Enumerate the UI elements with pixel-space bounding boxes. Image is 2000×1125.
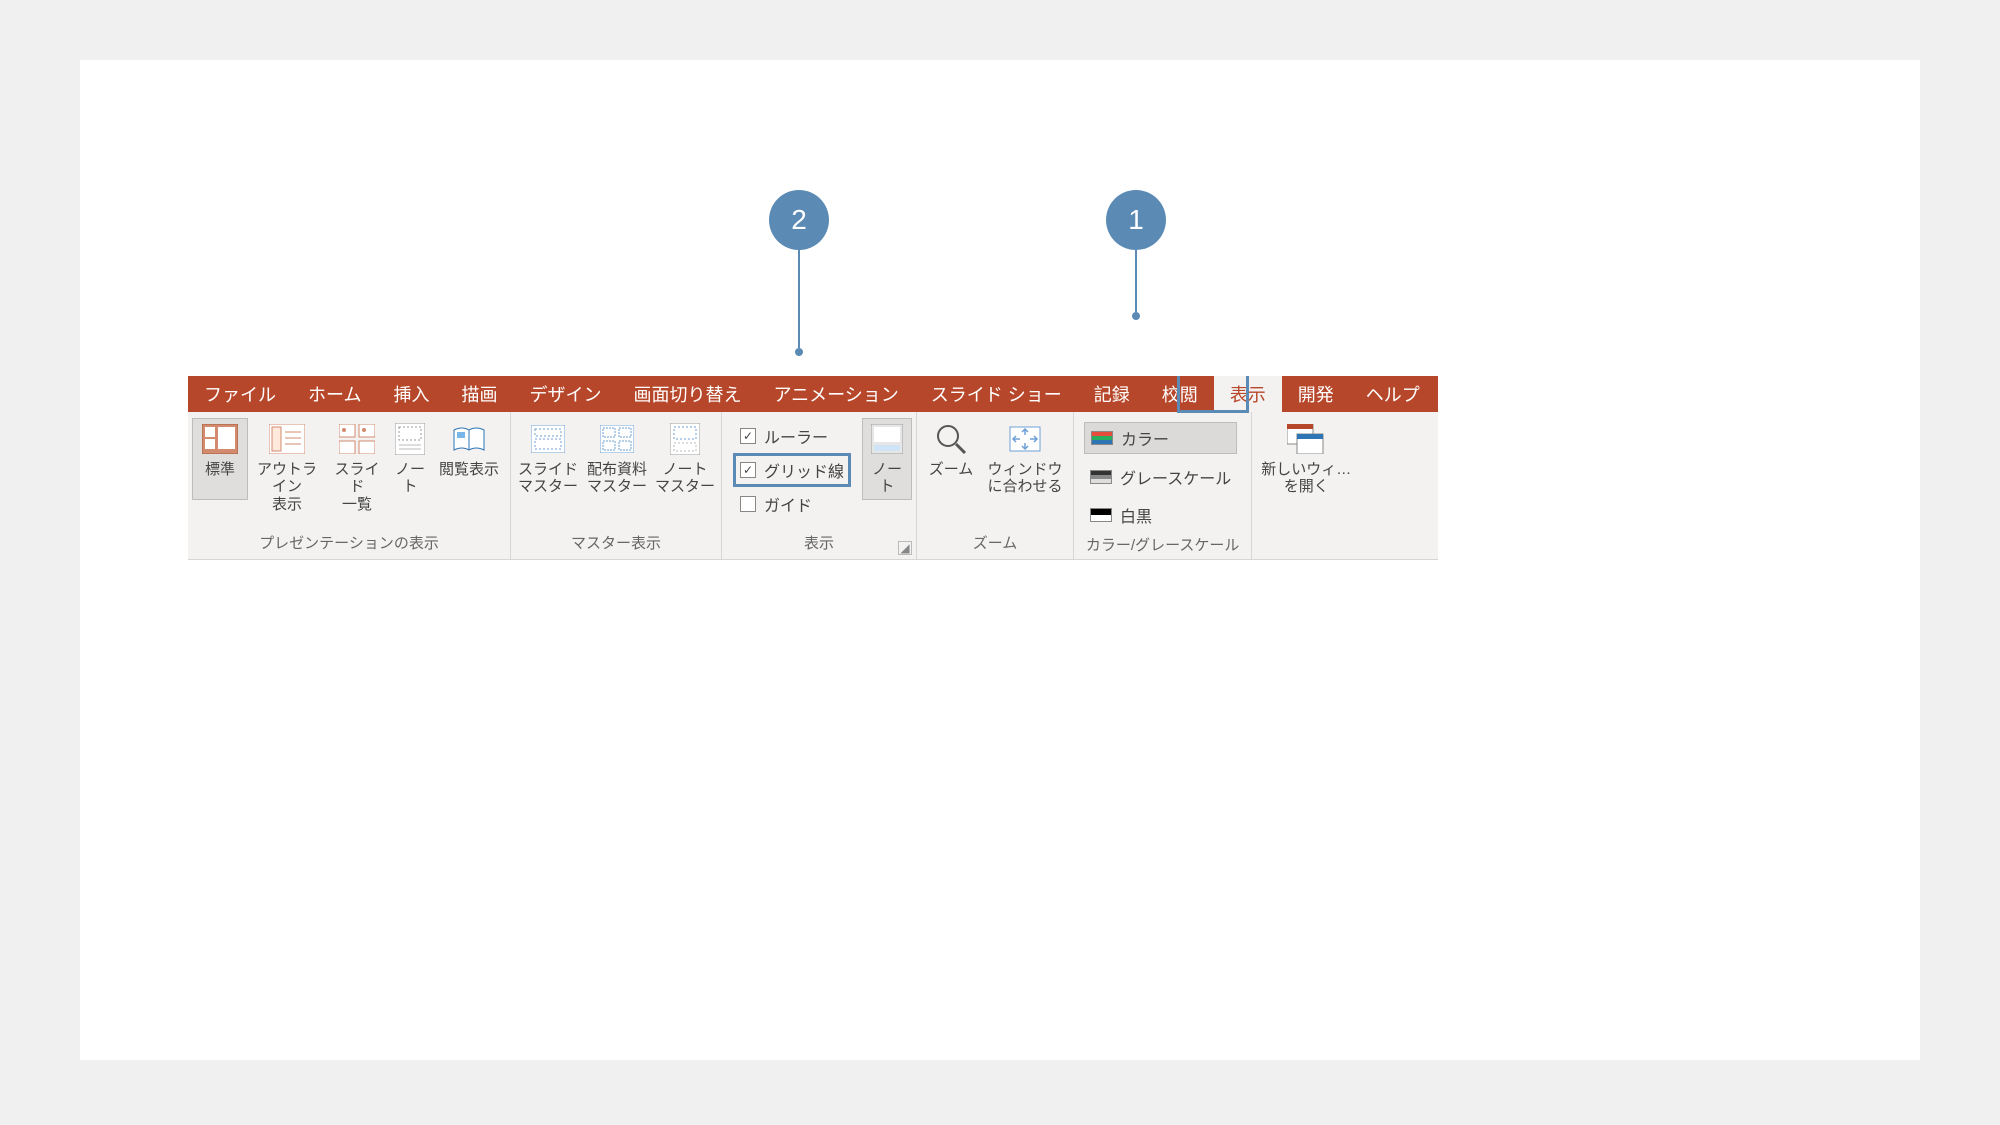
callout-1-line xyxy=(1135,250,1137,312)
color-mode-label: カラー xyxy=(1121,426,1169,450)
ruler-checkbox[interactable]: ✓ ルーラー xyxy=(736,422,848,450)
tab-animation[interactable]: アニメーション xyxy=(757,376,914,412)
callout-2: 2 xyxy=(769,190,829,356)
gridlines-checkbox-box: ✓ xyxy=(740,462,756,478)
zoom-label: ズーム xyxy=(929,461,974,497)
group-show-label: 表示 xyxy=(722,528,916,559)
ribbon-content: 標準 アウトライン表示 スライド一覧 xyxy=(188,412,1438,560)
reading-view-button[interactable]: 閲覧表示 xyxy=(432,418,506,500)
handout-master-label: 配布資料マスター xyxy=(587,461,647,497)
tab-insert[interactable]: 挿入 xyxy=(377,376,445,412)
new-window-button[interactable]: 新しいウィ…を開く xyxy=(1256,418,1356,500)
zoom-icon xyxy=(931,421,971,457)
tab-view[interactable]: 表示 xyxy=(1214,376,1282,412)
tab-draw[interactable]: 描画 xyxy=(445,376,513,412)
ribbon-tabbar: ファイル ホーム 挿入 描画 デザイン 画面切り替え アニメーション スライド … xyxy=(188,376,1438,412)
tab-developer[interactable]: 開発 xyxy=(1282,376,1350,412)
slide-sorter-label: スライド一覧 xyxy=(328,461,386,513)
group-presentation-views-label: プレゼンテーションの表示 xyxy=(188,528,510,559)
notes-page-button[interactable]: ノート xyxy=(388,418,432,500)
tab-help[interactable]: ヘルプ xyxy=(1350,376,1436,412)
callout-2-badge: 2 xyxy=(769,190,829,250)
slide-master-button[interactable]: スライドマスター xyxy=(515,418,581,500)
bw-mode-label: 白黒 xyxy=(1120,503,1152,527)
notes-master-icon xyxy=(665,421,705,457)
callout-2-dot xyxy=(795,348,803,356)
fit-window-button[interactable]: ウィンドウに合わせる xyxy=(981,418,1069,500)
show-dialog-launcher[interactable]: ◢ xyxy=(898,541,912,555)
tab-file[interactable]: ファイル xyxy=(188,376,292,412)
instruction-canvas: 2 1 ファイル ホーム 挿入 描画 デザイン 画面切り替え アニメーション ス… xyxy=(80,60,1920,1060)
gridlines-label: グリッド線 xyxy=(764,458,844,482)
notes-page-icon xyxy=(390,421,430,457)
slide-sorter-button[interactable]: スライド一覧 xyxy=(326,418,388,516)
group-zoom: ズーム ウィンドウに合わせる ズーム xyxy=(917,412,1074,559)
zoom-button[interactable]: ズーム xyxy=(921,418,981,500)
group-window-label xyxy=(1252,532,1360,559)
fit-window-label: ウィンドウに合わせる xyxy=(988,461,1063,497)
group-zoom-label: ズーム xyxy=(917,528,1073,559)
slide-master-icon xyxy=(528,421,568,457)
group-window: 新しいウィ…を開く xyxy=(1252,412,1360,559)
group-color-grayscale: カラー グレースケール 白黒 カラー/グレースケール xyxy=(1074,412,1252,559)
normal-view-button[interactable]: 標準 xyxy=(192,418,248,500)
callout-2-line xyxy=(798,250,800,348)
slide-sorter-icon xyxy=(337,421,377,457)
group-master-views: スライドマスター 配布資料マスター ノートマスター xyxy=(511,412,722,559)
grayscale-mode-label: グレースケール xyxy=(1120,465,1231,489)
tab-review[interactable]: 校閲 xyxy=(1146,376,1214,412)
notes-master-button[interactable]: ノートマスター xyxy=(653,418,717,500)
normal-view-label: 標準 xyxy=(205,461,235,497)
bw-mode-button[interactable]: 白黒 xyxy=(1084,500,1237,530)
handout-master-button[interactable]: 配布資料マスター xyxy=(581,418,653,500)
new-window-icon xyxy=(1286,421,1326,457)
outline-view-label: アウトライン表示 xyxy=(250,461,324,513)
notes-pane-icon xyxy=(867,421,907,457)
grayscale-mode-button[interactable]: グレースケール xyxy=(1084,462,1237,492)
tab-transition[interactable]: 画面切り替え xyxy=(617,376,757,412)
color-swatch-icon xyxy=(1091,431,1113,445)
ruler-label: ルーラー xyxy=(764,424,828,448)
ruler-checkbox-box: ✓ xyxy=(740,428,756,444)
tab-slideshow[interactable]: スライド ショー xyxy=(915,376,1078,412)
normal-view-icon xyxy=(200,421,240,457)
guides-checkbox-box xyxy=(740,496,756,512)
guides-label: ガイド xyxy=(764,492,812,516)
new-window-label: 新しいウィ…を開く xyxy=(1261,461,1351,497)
group-presentation-views: 標準 アウトライン表示 スライド一覧 xyxy=(188,412,511,559)
tab-record[interactable]: 記録 xyxy=(1078,376,1146,412)
bw-swatch-icon xyxy=(1090,508,1112,522)
slide-master-label: スライドマスター xyxy=(518,461,578,497)
tab-design[interactable]: デザイン xyxy=(513,376,617,412)
group-master-views-label: マスター表示 xyxy=(511,528,721,559)
callout-1: 1 xyxy=(1106,190,1166,320)
notes-master-label: ノートマスター xyxy=(655,461,715,497)
fit-window-icon xyxy=(1005,421,1045,457)
powerpoint-ribbon: ファイル ホーム 挿入 描画 デザイン 画面切り替え アニメーション スライド … xyxy=(188,376,1438,560)
callout-1-badge: 1 xyxy=(1106,190,1166,250)
notes-page-label: ノート xyxy=(395,461,425,497)
guides-checkbox[interactable]: ガイド xyxy=(736,490,848,518)
reading-view-label: 閲覧表示 xyxy=(439,461,499,497)
tab-home[interactable]: ホーム xyxy=(292,376,377,412)
notes-pane-button[interactable]: ノート xyxy=(862,418,912,500)
outline-view-icon xyxy=(267,421,307,457)
reading-view-icon xyxy=(449,421,489,457)
gridlines-checkbox[interactable]: ✓ グリッド線 xyxy=(733,453,851,487)
group-color-grayscale-label: カラー/グレースケール xyxy=(1074,530,1251,560)
color-mode-button[interactable]: カラー xyxy=(1084,422,1237,454)
outline-view-button[interactable]: アウトライン表示 xyxy=(248,418,326,516)
handout-master-icon xyxy=(597,421,637,457)
group-show: ✓ ルーラー ✓ グリッド線 ガイド xyxy=(722,412,917,559)
grayscale-swatch-icon xyxy=(1090,470,1112,484)
notes-pane-label: ノート xyxy=(872,461,902,497)
callout-1-dot xyxy=(1132,312,1140,320)
